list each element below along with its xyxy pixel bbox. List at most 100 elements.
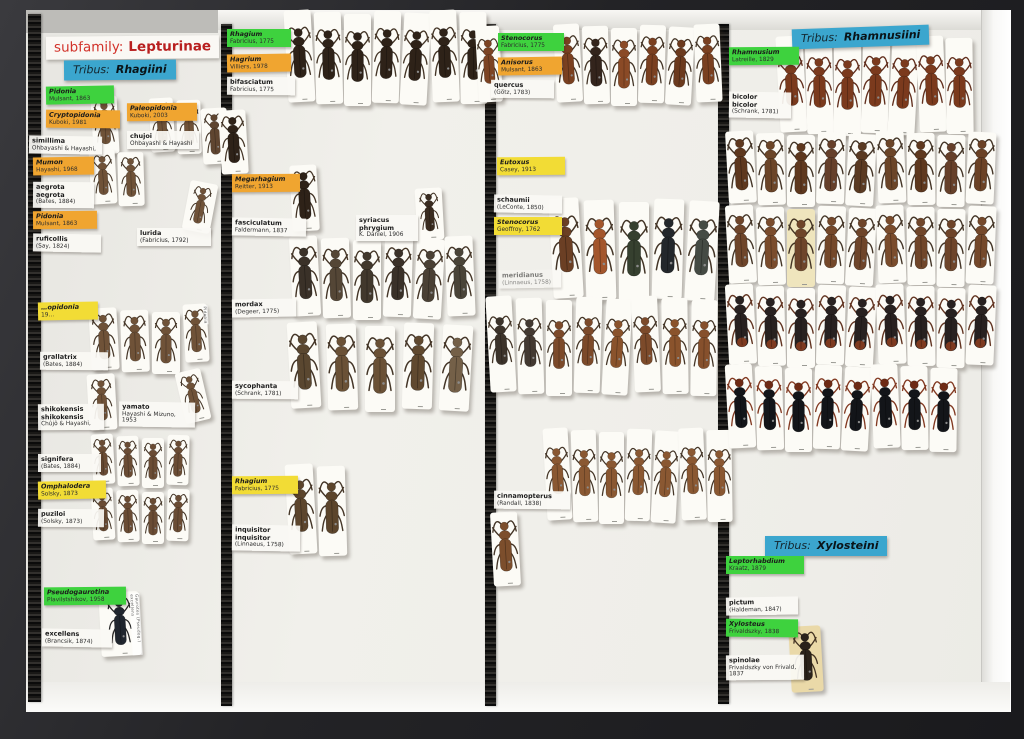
beetle-illustration — [847, 140, 876, 194]
pin-label-mark — [859, 360, 865, 366]
label-simillima: simillima Ohbayashi & Hayashi, — [28, 135, 103, 156]
specimen-c4-row2-2 — [756, 132, 786, 206]
specimen-c4-row3-2 — [755, 206, 787, 286]
specimen-c3-row2-4 — [573, 296, 603, 394]
beetle-illustration — [667, 38, 694, 88]
pin-label-mark — [132, 199, 138, 204]
pin-label-mark — [892, 276, 899, 281]
beetle-illustration — [354, 250, 380, 304]
pin-label-mark — [104, 197, 110, 202]
beetle-illustration — [318, 480, 345, 534]
specimen-c1-j-4 — [166, 488, 190, 542]
tribus-rhagiini: Tribus: Rhagiini — [63, 59, 176, 81]
specimen-c4-row4-1 — [724, 283, 758, 365]
label-inquisitor-author: (Linnaeus, 1758) — [234, 541, 284, 549]
pin-label-mark — [801, 362, 807, 366]
label-leptorhabdium: Leptorhabdium Kraatz, 1879 — [726, 556, 804, 575]
pin-label-mark — [922, 278, 928, 283]
subfamily-prefix: subfamily: — [53, 39, 124, 56]
label-stenocorus-genus-taxon: Stenocorus — [501, 34, 543, 42]
label-signifera: signifera (Bates, 1884) — [38, 454, 101, 473]
specimen-c4-row5-1 — [724, 363, 757, 449]
pin-label-mark — [624, 100, 630, 104]
label-pidonia-genus-author: Mulsant, 1863 — [49, 95, 91, 103]
beetle-illustration — [847, 297, 876, 351]
label-stenocorus-subgenus-author: Geoffroy, 1762 — [497, 226, 541, 233]
label-stenocorus-genus-author: Fabricius, 1775 — [501, 42, 545, 49]
specimen-c2-mordax-2 — [320, 237, 352, 319]
specimen-c3-mid-4 — [651, 198, 685, 300]
beetle-illustration — [757, 139, 784, 193]
specimen-c4-row4-6 — [875, 283, 907, 365]
beetle-illustration — [385, 247, 412, 301]
beetle-illustration — [288, 332, 319, 390]
label-aegrota-author: (Bates, 1884) — [35, 199, 76, 206]
label-megarhagium-author: Reitter, 1913 — [235, 183, 273, 190]
label-stenocorus-subgenus-taxon: Stenocorus — [497, 218, 539, 226]
beetle-illustration — [967, 295, 995, 349]
label-xylosteus-taxon: Xylosteus — [729, 619, 765, 629]
pin-label-mark — [198, 414, 204, 420]
pin-label-mark — [446, 95, 452, 100]
beetle-illustration — [918, 54, 945, 106]
beetle-illustration — [118, 440, 138, 478]
beetle-illustration — [419, 192, 440, 232]
pin-label-mark — [892, 357, 899, 362]
pin-label-mark — [197, 355, 203, 360]
specimen-c4-row2-3 — [787, 135, 815, 207]
specimen-c4-row3-8 — [936, 208, 966, 288]
beetle-illustration — [788, 218, 814, 272]
tribus-rhamnusiini-prefix: Tribus: — [800, 30, 839, 46]
tribus-rhagiini-title: Rhagiini — [115, 62, 167, 77]
pin-label-mark — [503, 385, 510, 390]
label-cryptopidonia: Cryptopidonia Kuboki, 1981 — [45, 109, 121, 129]
pin-label-mark — [235, 167, 241, 172]
label-cinnamopterus-taxon: cinnamopterus — [497, 491, 552, 501]
beetle-illustration — [585, 217, 614, 275]
pin-label-mark — [380, 406, 386, 410]
pin-label-mark — [694, 513, 700, 518]
beetle-illustration — [835, 58, 860, 110]
label-cinnamopterus: cinnamopterus (Randall, 1838) — [493, 490, 571, 510]
label-schaumii: schaumii (LeConte, 1850) — [493, 194, 563, 215]
pin-label-mark — [177, 479, 183, 484]
beetle-illustration — [726, 376, 754, 429]
specimen-c1-j-2 — [116, 489, 140, 543]
pin-label-mark — [367, 314, 373, 318]
specimen-c3-top-6 — [693, 23, 723, 103]
pin-label-mark — [921, 198, 928, 203]
label-anisorus-author: Mulsant, 1863 — [501, 66, 543, 74]
pin-label-mark — [979, 358, 986, 364]
beetle-illustration — [620, 219, 648, 277]
specimen-c3-row2-6 — [631, 295, 661, 393]
beetle-illustration — [123, 315, 147, 362]
label-puziloi: puziloi (Solsky, 1873) — [37, 508, 105, 528]
beetle-illustration — [687, 218, 718, 276]
pin-label-mark — [507, 579, 513, 584]
pin-label-mark — [330, 97, 336, 102]
specimen-c4-row4-8 — [936, 287, 966, 369]
specimen-c3-cinnamopterus-6 — [678, 427, 707, 521]
specimen-c4-row2-9 — [965, 131, 997, 205]
beetle-illustration — [907, 296, 934, 350]
specimen-c4-row2-5 — [845, 133, 877, 207]
specimen-c3-top-1 — [552, 23, 584, 103]
specimen-c2-top-6 — [429, 9, 460, 103]
beetle-illustration — [863, 55, 889, 107]
specimen-c2-inquisitor-2 — [316, 465, 348, 557]
label-stenocorus-subgenus: Stenocorus Geoffroy, 1762 — [494, 217, 562, 236]
label-omphalodera: Omphalodera Solsky, 1873 — [37, 480, 107, 501]
pin-label-mark — [830, 359, 836, 364]
pin-label-mark — [743, 441, 749, 446]
specimen-c1-f-3 — [152, 312, 180, 374]
pin-label-mark — [699, 294, 706, 300]
specimen-c2-sycophanta-5 — [438, 324, 474, 412]
label-chujoi: chujoi Ohbayashi & Hayashi — [127, 131, 199, 150]
box-wall-bottom — [26, 682, 1010, 712]
beetle-illustration — [572, 448, 597, 497]
label-sycophanta-taxon: sycophanta — [235, 381, 278, 391]
pin-label-mark — [153, 482, 159, 486]
subfamily-name: Lepturinae — [128, 38, 212, 56]
pin-label-mark — [801, 281, 807, 285]
label-paleopidonia: Paleopidonia Kuboki, 2003 — [126, 102, 198, 122]
